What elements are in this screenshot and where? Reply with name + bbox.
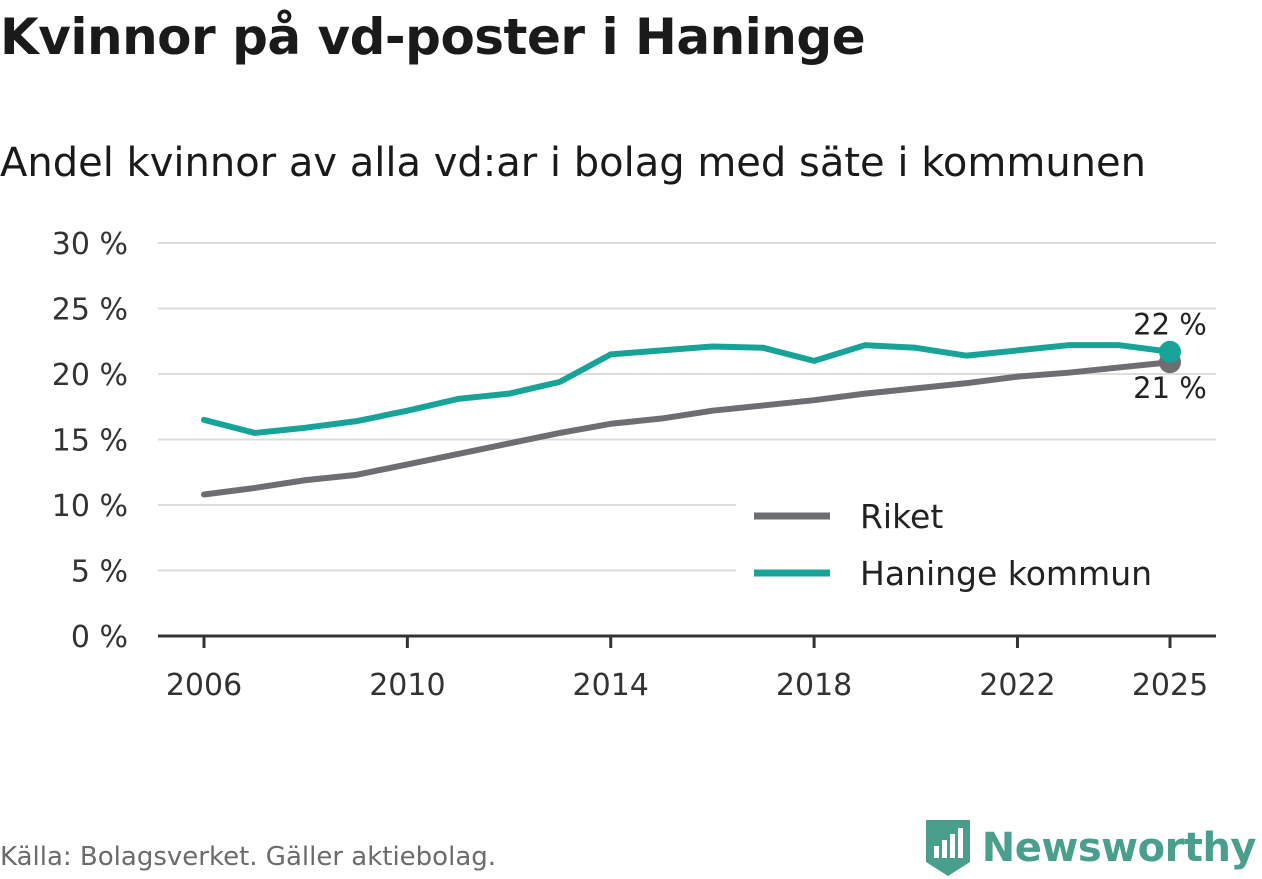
legend-label: Riket [860,497,943,536]
data-point [813,360,815,362]
data-point [915,387,917,389]
data-point [254,432,256,434]
x-tick-label: 2018 [776,668,852,703]
data-point [305,427,307,429]
data-point [813,399,815,401]
x-tick-label: 2014 [573,668,649,703]
series-lines [201,340,1181,498]
newsworthy-logo-icon [925,820,970,876]
data-point [864,393,866,395]
y-tick-label: 30 % [52,227,128,262]
legend: Riket Haninge kommun [736,488,1216,596]
data-point [966,382,968,384]
data-point [254,487,256,489]
end-value-label: 21 % [1133,371,1207,405]
chart-title: Kvinnor på vd-poster i Haninge [0,8,866,66]
data-point [406,463,408,465]
data-point [711,345,713,347]
brand-logo: Newsworthy [924,818,1257,878]
data-point [610,353,612,355]
data-point [559,432,561,434]
chart-subtitle: Andel kvinnor av alla vd:ar i bolag med … [0,140,1146,186]
y-axis-tick-labels: 0 % 5 % 10 % 15 % 20 % 25 % 30 % [52,227,128,655]
data-point [661,418,663,420]
y-tick-label: 0 % [71,620,128,655]
source-note: Källa: Bolagsverket. Gäller aktiebolag. [0,842,497,872]
data-point [864,344,866,346]
data-point [457,398,459,400]
y-tick-label: 15 % [52,424,128,459]
data-point [711,410,713,412]
data-point [966,355,968,357]
data-point [406,410,408,412]
data-point [305,479,307,481]
data-point [1118,366,1120,368]
data-point [1067,372,1069,374]
data-point [559,381,561,383]
legend-label: Haninge kommun [860,554,1152,593]
data-point [1118,344,1120,346]
y-tick-label: 5 % [71,555,128,590]
y-tick-label: 20 % [52,358,128,393]
end-point-marker [1159,340,1181,363]
data-point [508,393,510,395]
x-axis-tick-labels: 2006 2010 2014 2018 2022 2025 [166,636,1208,703]
legend-background [736,488,1216,596]
series-line-haninge-kommun [201,342,1173,436]
y-tick-label: 25 % [52,293,128,328]
data-point [203,494,205,496]
data-point [762,347,764,349]
x-tick-label: 2006 [166,668,242,703]
end-labels: 21 % 22 % [1133,308,1207,405]
data-point [356,420,358,422]
data-point [762,404,764,406]
data-point [356,474,358,476]
data-point [508,442,510,444]
data-point [1016,376,1018,378]
data-point [203,419,205,421]
data-point [457,453,459,455]
y-tick-label: 10 % [52,489,128,524]
data-point [1067,344,1069,346]
x-tick-label: 2025 [1132,668,1208,703]
series-line-riket [201,359,1173,498]
brand-name: Newsworthy [981,825,1257,871]
end-value-label: 22 % [1133,308,1207,342]
data-point [661,349,663,351]
data-point [1016,349,1018,351]
data-point [915,347,917,349]
x-tick-label: 2010 [369,668,445,703]
data-point [610,423,612,425]
x-tick-label: 2022 [979,668,1055,703]
